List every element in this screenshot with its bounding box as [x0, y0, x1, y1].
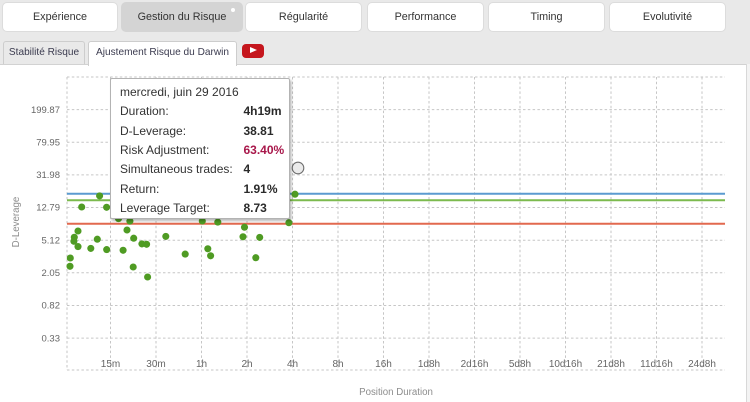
- svg-text:12.79: 12.79: [36, 203, 60, 214]
- svg-text:0.82: 0.82: [42, 301, 61, 312]
- svg-text:5.12: 5.12: [42, 235, 61, 246]
- svg-text:2.05: 2.05: [42, 268, 61, 279]
- svg-text:5d8h: 5d8h: [509, 359, 531, 370]
- svg-text:D-Leverage: D-Leverage: [11, 197, 22, 248]
- svg-text:1d8h: 1d8h: [418, 359, 440, 370]
- svg-text:1h: 1h: [196, 359, 207, 370]
- svg-text:21d8h: 21d8h: [597, 359, 625, 370]
- svg-text:0.33: 0.33: [42, 333, 61, 344]
- svg-text:Position Duration: Position Duration: [359, 387, 433, 398]
- svg-text:11d16h: 11d16h: [640, 359, 673, 370]
- svg-text:24d8h: 24d8h: [688, 359, 716, 370]
- svg-text:16h: 16h: [375, 359, 392, 370]
- svg-text:10d16h: 10d16h: [549, 359, 582, 370]
- svg-text:199.87: 199.87: [31, 105, 60, 116]
- svg-text:4h: 4h: [287, 359, 298, 370]
- svg-text:8h: 8h: [332, 359, 343, 370]
- svg-text:2h: 2h: [241, 359, 252, 370]
- svg-text:15m: 15m: [101, 359, 120, 370]
- svg-text:79.95: 79.95: [36, 137, 60, 148]
- svg-text:31.98: 31.98: [36, 170, 60, 181]
- svg-text:2d16h: 2d16h: [461, 359, 489, 370]
- svg-text:30m: 30m: [146, 359, 165, 370]
